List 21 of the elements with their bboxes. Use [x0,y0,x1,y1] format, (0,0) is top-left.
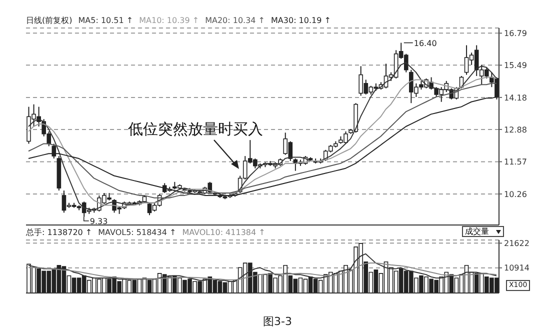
annotation: 16.40 [414,38,437,48]
chart-title: 日线(前复权) [26,14,72,26]
text: MA5: 10.51 ↑ [78,16,134,24]
y-tick-label: 14.18 [504,93,527,102]
text: MA20: 10.34 ↑ [205,16,266,24]
y-tick-label: 11.57 [504,158,527,167]
y-tick-label: 10914 [504,264,530,273]
y-tick-label: 12.88 [504,125,527,134]
text: MAVOL10: 411384 ↑ [182,228,266,236]
annotation: 9.33 [90,216,108,226]
y-tick-label: 21622 [504,239,530,248]
text: MA10: 10.39 ↑ [139,16,200,24]
y-tick-label: 16.79 [504,29,527,38]
caption: 图3-3 [262,314,293,329]
text: MA30: 10.19 ↑ [271,16,331,24]
text: 总手: 1138720 ↑ [26,226,92,238]
annotation: 低位突然放量时买入 [128,120,263,139]
text: MAVOL5: 518434 ↑ [98,228,176,236]
y-tick-label: 15.49 [504,61,527,70]
y-tick-label: 10.26 [504,190,527,199]
dropdown: 成交量 [462,226,504,237]
